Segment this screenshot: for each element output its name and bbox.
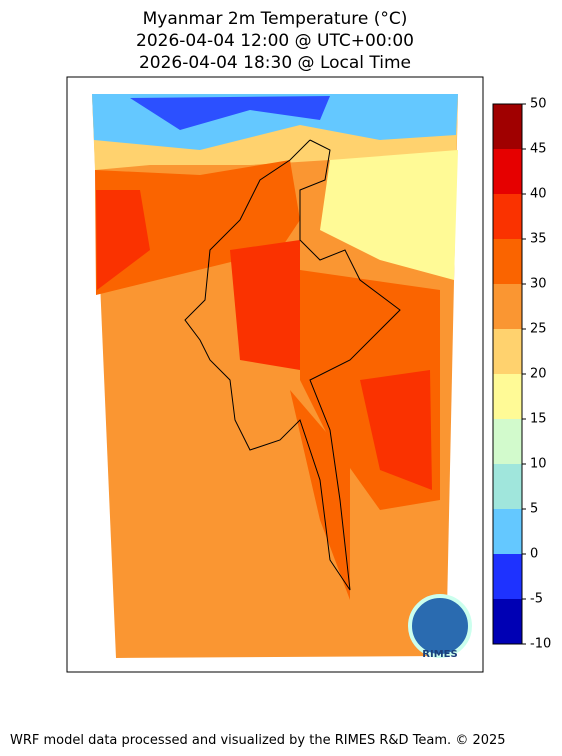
footer: WRF model data processed and visualized …: [10, 733, 506, 748]
tick-label: 10: [530, 457, 547, 472]
colorbar-band: [493, 464, 522, 509]
title-line: Myanmar 2m Temperature (°C): [143, 9, 408, 29]
logo-text: RIMES: [422, 649, 457, 660]
colorbar-band: [493, 239, 522, 284]
tick-label: 30: [530, 277, 547, 292]
tick-label: 5: [530, 502, 538, 517]
colorbar-band: [493, 194, 522, 239]
colorbar-band: [493, 374, 522, 419]
tick-label: 40: [530, 187, 547, 202]
tick-label: 0: [530, 547, 538, 562]
title-line: 2026-04-04 18:30 @ Local Time: [139, 53, 411, 73]
map-frame: [66, 76, 484, 673]
tick-label: 15: [530, 412, 547, 427]
colorbar-band: [493, 599, 522, 644]
colorbar-band: [493, 509, 522, 554]
colorbar-band: [493, 149, 522, 194]
colorbar: -10 -5 0 5 10 15 20 25 30 35 40 45 50: [492, 97, 551, 652]
tick-label: 45: [530, 142, 547, 157]
tick-label: -5: [530, 592, 543, 607]
colorbar-band: [493, 329, 522, 374]
tick-label: -10: [530, 637, 551, 652]
tick-label: 25: [530, 322, 547, 337]
tick-label: 35: [530, 232, 547, 247]
tick-label: 20: [530, 367, 547, 382]
colorbar-band: [493, 554, 522, 599]
colorbar-band: [493, 104, 522, 149]
map: RIMES: [92, 94, 472, 660]
title-line: 2026-04-04 12:00 @ UTC+00:00: [136, 31, 414, 51]
colorbar-band: [493, 419, 522, 464]
tick-label: 50: [530, 97, 547, 112]
colorbar-band: [493, 284, 522, 329]
